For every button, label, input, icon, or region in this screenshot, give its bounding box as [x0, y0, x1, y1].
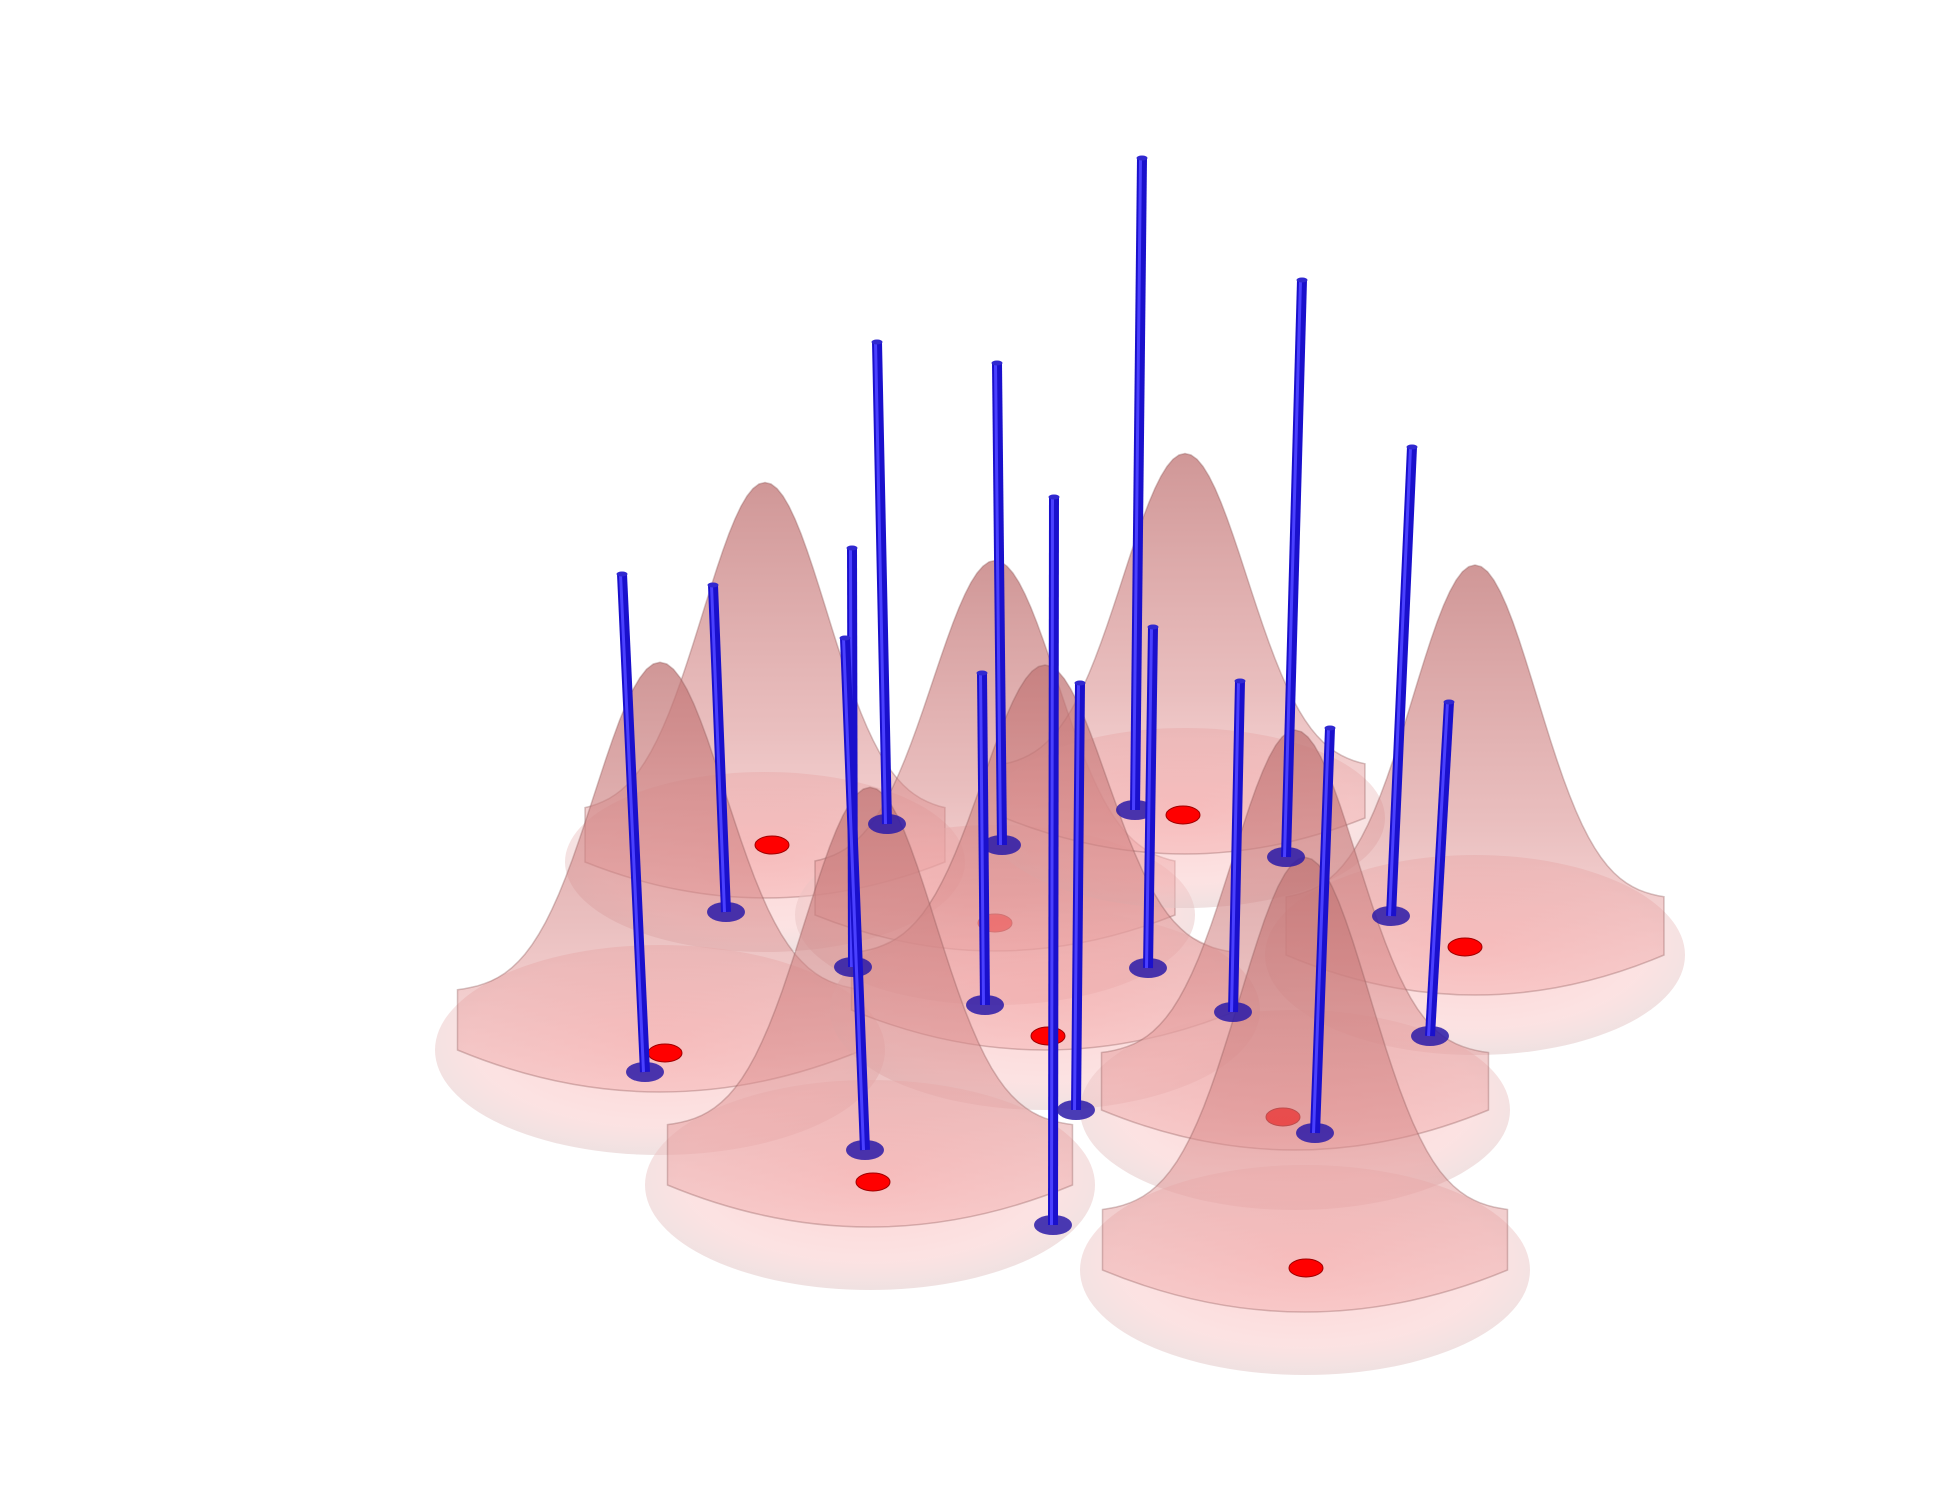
stick-highlight [994, 362, 1002, 846]
gaussian-center-dot [647, 1043, 683, 1063]
sample-stick-s1 [616, 571, 664, 1082]
sample-stick-s16 [1411, 699, 1455, 1046]
gaussian-layer [435, 452, 1685, 1375]
gaussian-center-dot [1288, 1258, 1324, 1278]
stick-highlight [1388, 446, 1412, 917]
gaussian-center-dot [1165, 805, 1201, 825]
stick-highlight [1050, 496, 1054, 1226]
sample-stick-s6 [983, 360, 1021, 855]
sample-stick-layer [616, 155, 1455, 1235]
stick-top-cap [1074, 680, 1086, 686]
stick-highlight [1145, 626, 1153, 969]
stick-top-cap [1324, 725, 1336, 731]
stick-top-cap [707, 582, 719, 588]
stick-highlight [1312, 727, 1330, 1134]
stick-top-cap [1443, 699, 1455, 705]
stick-top-cap [846, 545, 858, 551]
gaussian-peak [456, 661, 864, 1093]
sample-stick-s7 [966, 670, 1004, 1015]
stick-highlight [874, 341, 887, 825]
stick-top-cap [1296, 277, 1308, 283]
stick-top-cap [839, 635, 851, 641]
stick-top-cap [871, 339, 883, 345]
gaussian-peak [666, 786, 1074, 1228]
stick-highlight [619, 573, 645, 1073]
stick-top-cap [1234, 678, 1246, 684]
stick-top-cap [991, 360, 1003, 366]
stick-top-cap [976, 670, 988, 676]
stick-highlight [1073, 682, 1080, 1111]
sample-stick-s9 [1057, 680, 1095, 1120]
stick-top-cap [1136, 155, 1148, 161]
sample-stick-s10 [1116, 155, 1154, 820]
stick-highlight [842, 637, 865, 1151]
stick-highlight [1427, 701, 1449, 1037]
sample-stick-s11 [1129, 624, 1167, 978]
stick-top-cap [1048, 494, 1060, 500]
stick-highlight [710, 584, 726, 913]
stick-highlight [1283, 279, 1302, 858]
stick-highlight [1132, 157, 1142, 811]
sample-stick-s13 [1267, 277, 1308, 867]
sample-stick-s5 [839, 635, 884, 1160]
sample-stick-s4 [868, 339, 906, 834]
gaussian-center-dot [1447, 937, 1483, 957]
sample-stick-s14 [1296, 725, 1336, 1143]
sample-stick-s8 [1034, 494, 1072, 1235]
sample-stick-s12 [1214, 678, 1252, 1022]
gaussian-peak [1285, 564, 1665, 996]
sample-stick-s2 [707, 582, 745, 922]
gaussian-center-dot [754, 835, 790, 855]
stick-top-cap [1406, 444, 1418, 450]
sample-stick-s15 [1372, 444, 1418, 926]
gaussian-peak [1101, 856, 1509, 1313]
gaussian-surface-g-front-right [1080, 856, 1530, 1375]
gaussian-center-dot [855, 1172, 891, 1192]
stick-highlight [1230, 680, 1240, 1013]
stick-top-cap [616, 571, 628, 577]
gaussian-surface-g-front-mid [645, 786, 1095, 1290]
stick-top-cap [1147, 624, 1159, 630]
gaussian-center-dot [1030, 1026, 1066, 1046]
stick-highlight [979, 672, 985, 1006]
